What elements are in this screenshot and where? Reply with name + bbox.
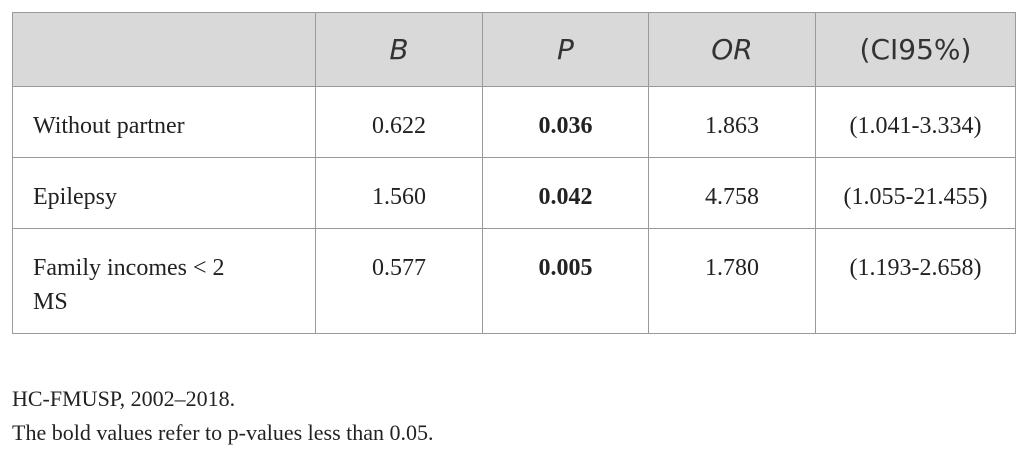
header-cell: B — [315, 12, 483, 87]
table-cell: 0.036 — [482, 86, 649, 158]
table-cell: 1.560 — [315, 157, 483, 229]
table-cell: 0.622 — [315, 86, 483, 158]
cell-text: 0.036 — [538, 113, 593, 139]
cell-text: 0.042 — [538, 184, 593, 210]
header-cell — [12, 12, 316, 87]
cell-text: (1.055-21.455) — [843, 184, 988, 210]
cell-text: 1.560 — [372, 184, 426, 210]
table-cell: 0.577 — [315, 228, 483, 334]
header-cell: (CI95%) — [815, 12, 1016, 87]
cell-text: 4.758 — [705, 184, 759, 210]
table-cell: Epilepsy — [12, 157, 316, 229]
cell-text: Without partner — [33, 113, 185, 139]
table-cell: Without partner — [12, 86, 316, 158]
header-cell: P — [482, 12, 649, 87]
table-cell: Family incomes < 2 MS — [12, 228, 316, 334]
table-row: Family incomes < 2 MS 0.577 0.005 1.780 (1.1… — [12, 228, 1016, 334]
header-cell: OR — [648, 12, 816, 87]
table-cell: 0.005 — [482, 228, 649, 334]
notes: HC-FMUSP, 2002–2018. The bold values refe… — [12, 382, 434, 450]
data-table: B P OR (CI95%) Without partner 0.622 0.036 1.8… — [12, 12, 1016, 334]
table-row: Without partner 0.622 0.036 1.863 (1.041-3.3… — [12, 86, 1016, 158]
note: HC-FMUSP, 2002–2018. — [12, 386, 236, 411]
table-cell: 1.780 — [648, 228, 816, 334]
table-row: Epilepsy 1.560 0.042 4.758 (1.055-21.455) — [12, 157, 1016, 229]
cell-text: Epilepsy — [33, 184, 117, 210]
table-cell: (1.041-3.334) — [815, 86, 1016, 158]
header-row: B P OR (CI95%) — [12, 12, 1016, 87]
cell-text: 1.863 — [705, 113, 759, 139]
table-cell: (1.193-2.658) — [815, 228, 1016, 334]
cell-text: 0.577 — [372, 255, 426, 281]
table-cell: (1.055-21.455) — [815, 157, 1016, 229]
cell-text: (1.193-2.658) — [849, 255, 982, 281]
cell-text: Family incomes < 2 MS — [33, 255, 225, 315]
table-cell: 4.758 — [648, 157, 816, 229]
cell-text: 0.622 — [372, 113, 426, 139]
table-body: Without partner 0.622 0.036 1.863 (1.041-3.3… — [12, 86, 1016, 334]
cell-text: (1.041-3.334) — [849, 113, 982, 139]
table-cell: 1.863 — [648, 86, 816, 158]
note: The bold values refer to p-values less t… — [12, 420, 434, 445]
cell-text: 0.005 — [538, 255, 593, 281]
table-cell: 0.042 — [482, 157, 649, 229]
cell-text: 1.780 — [705, 255, 759, 281]
